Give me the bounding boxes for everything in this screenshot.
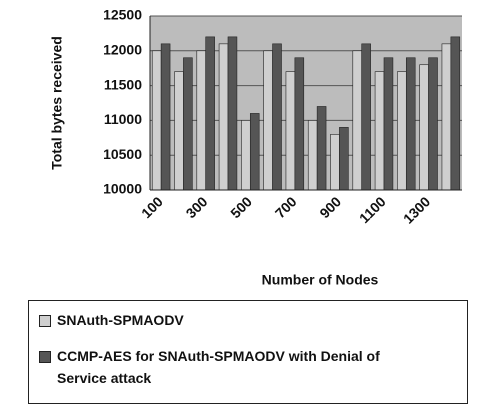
y-tick-label: 10000 <box>103 181 142 197</box>
bar <box>361 43 371 191</box>
x-tick-label: 100 <box>138 193 166 221</box>
bar <box>330 134 340 191</box>
legend-label: CCMP-AES for SNAuth-SPMAODV with Denial … <box>57 348 380 386</box>
bar <box>205 36 215 191</box>
bar <box>383 57 394 191</box>
legend-swatch <box>39 351 51 363</box>
x-axis-label: Number of Nodes <box>262 272 379 288</box>
bar <box>374 71 385 191</box>
x-tick-label: 300 <box>183 193 211 221</box>
y-axis-label: Total bytes received <box>49 36 65 170</box>
bar <box>450 36 461 191</box>
x-tick-label: 500 <box>227 193 255 221</box>
bar <box>249 113 260 191</box>
legend-item: CCMP-AES for SNAuth-SPMAODV with Denial … <box>39 345 457 389</box>
bar <box>218 43 229 191</box>
x-tick-label: 1300 <box>400 193 433 226</box>
legend: SNAuth-SPMAODV CCMP-AES for SNAuth-SPMAOD… <box>28 300 468 404</box>
bar <box>294 57 305 191</box>
bar <box>428 57 438 191</box>
legend-label: SNAuth-SPMAODV <box>57 312 184 328</box>
bar <box>316 106 327 191</box>
chart: Total bytes received Number of Nodes 100… <box>49 7 462 288</box>
bar <box>174 71 184 191</box>
bar <box>339 127 349 191</box>
bar <box>227 36 238 191</box>
bar <box>272 43 282 191</box>
bar <box>352 50 363 191</box>
x-tick-label: 700 <box>272 193 300 221</box>
bar <box>419 64 429 191</box>
bar <box>307 120 318 191</box>
bar <box>405 57 416 191</box>
bar <box>263 50 273 191</box>
bar <box>241 120 251 191</box>
bar <box>183 57 193 191</box>
y-tick-label: 10500 <box>103 146 142 162</box>
y-tick-label: 11000 <box>104 111 142 127</box>
x-tick-label: 1100 <box>356 193 389 226</box>
bar <box>397 71 407 191</box>
y-tick-label: 12000 <box>103 42 142 58</box>
y-tick-label: 12500 <box>103 7 142 23</box>
bar <box>196 50 207 191</box>
bar <box>160 43 171 191</box>
bar <box>151 50 162 191</box>
legend-swatch <box>39 315 51 327</box>
bar <box>285 71 296 191</box>
bar <box>441 43 452 191</box>
x-tick-label: 900 <box>316 193 344 221</box>
y-tick-label: 11500 <box>104 76 142 92</box>
legend-item: SNAuth-SPMAODV <box>39 309 457 331</box>
